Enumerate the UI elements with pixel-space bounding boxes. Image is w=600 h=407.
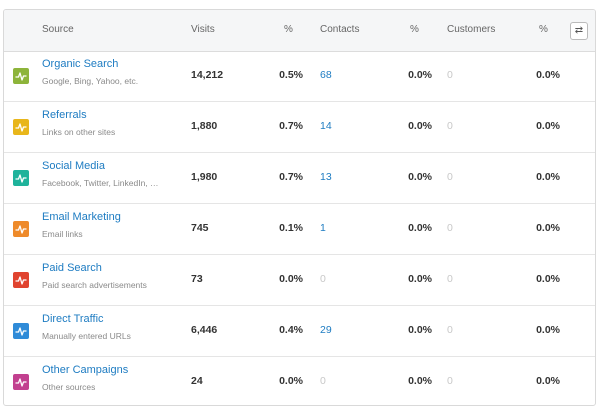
customers-pct-value: 0.0% <box>536 324 560 336</box>
source-description: Manually entered URLs <box>42 331 131 341</box>
customers-pct-value: 0.0% <box>536 375 560 387</box>
contacts-pct-value: 0.0% <box>408 273 432 285</box>
source-icon <box>13 221 29 237</box>
customers-pct-value: 0.0% <box>536 120 560 132</box>
table-row[interactable]: Paid Search Paid search advertisements 7… <box>4 255 595 306</box>
customers-pct-value: 0.0% <box>536 171 560 183</box>
contacts-value: 0 <box>320 273 326 285</box>
table-row[interactable]: Social Media Facebook, Twitter, LinkedIn… <box>4 153 595 204</box>
table-header: Source Visits % Contacts % Customers % ⇄ <box>4 10 595 52</box>
table-row[interactable]: Direct Traffic Manually entered URLs 6,4… <box>4 306 595 357</box>
customers-value: 0 <box>447 273 453 285</box>
column-toggle-icon[interactable]: ⇄ <box>570 22 588 40</box>
contacts-value[interactable]: 14 <box>320 120 332 132</box>
source-title-link[interactable]: Referrals <box>42 109 87 121</box>
customers-value: 0 <box>447 324 453 336</box>
customers-pct-value: 0.0% <box>536 69 560 81</box>
source-description: Email links <box>42 229 83 239</box>
source-icon <box>13 374 29 390</box>
header-contacts-pct[interactable]: % <box>410 24 419 35</box>
source-icon <box>13 323 29 339</box>
customers-value: 0 <box>447 222 453 234</box>
source-description: Other sources <box>42 382 96 392</box>
table-row[interactable]: Email Marketing Email links 745 0.1% 1 0… <box>4 204 595 255</box>
visits-pct-value: 0.4% <box>279 324 303 336</box>
customers-value: 0 <box>447 171 453 183</box>
header-visits[interactable]: Visits <box>191 24 215 35</box>
visits-value: 73 <box>191 273 203 285</box>
header-source[interactable]: Source <box>42 24 74 35</box>
visits-value: 24 <box>191 375 203 387</box>
contacts-value[interactable]: 13 <box>320 171 332 183</box>
customers-value: 0 <box>447 120 453 132</box>
customers-pct-value: 0.0% <box>536 222 560 234</box>
visits-value: 6,446 <box>191 324 218 336</box>
header-visits-pct[interactable]: % <box>284 24 293 35</box>
source-icon <box>13 119 29 135</box>
source-title-link[interactable]: Direct Traffic <box>42 313 104 325</box>
visits-value: 14,212 <box>191 69 224 81</box>
visits-pct-value: 0.0% <box>279 375 303 387</box>
header-contacts[interactable]: Contacts <box>320 24 360 35</box>
visits-pct-value: 0.1% <box>279 222 303 234</box>
source-title-link[interactable]: Organic Search <box>42 58 119 70</box>
contacts-value[interactable]: 29 <box>320 324 332 336</box>
table-row[interactable]: Organic Search Google, Bing, Yahoo, etc.… <box>4 51 595 102</box>
contacts-pct-value: 0.0% <box>408 120 432 132</box>
table-row[interactable]: Other Campaigns Other sources 24 0.0% 0 … <box>4 357 595 405</box>
visits-pct-value: 0.5% <box>279 69 303 81</box>
table-row[interactable]: Referrals Links on other sites 1,880 0.7… <box>4 102 595 153</box>
contacts-value[interactable]: 68 <box>320 69 332 81</box>
source-description: Google, Bing, Yahoo, etc. <box>42 76 139 86</box>
contacts-value[interactable]: 1 <box>320 222 326 234</box>
sources-table: Source Visits % Contacts % Customers % ⇄… <box>3 9 596 406</box>
header-customers[interactable]: Customers <box>447 24 496 35</box>
source-description: Paid search advertisements <box>42 280 147 290</box>
source-icon <box>13 272 29 288</box>
source-title-link[interactable]: Social Media <box>42 160 105 172</box>
customers-pct-value: 0.0% <box>536 273 560 285</box>
source-description: Facebook, Twitter, LinkedIn, … <box>42 178 159 188</box>
header-customers-pct[interactable]: % <box>539 24 548 35</box>
source-description: Links on other sites <box>42 127 116 137</box>
contacts-value: 0 <box>320 375 326 387</box>
source-title-link[interactable]: Email Marketing <box>42 211 121 223</box>
source-icon <box>13 68 29 84</box>
customers-value: 0 <box>447 375 453 387</box>
visits-pct-value: 0.7% <box>279 120 303 132</box>
contacts-pct-value: 0.0% <box>408 324 432 336</box>
contacts-pct-value: 0.0% <box>408 375 432 387</box>
visits-value: 1,980 <box>191 171 218 183</box>
visits-pct-value: 0.7% <box>279 171 303 183</box>
visits-value: 1,880 <box>191 120 218 132</box>
contacts-pct-value: 0.0% <box>408 69 432 81</box>
visits-pct-value: 0.0% <box>279 273 303 285</box>
visits-value: 745 <box>191 222 209 234</box>
customers-value: 0 <box>447 69 453 81</box>
source-title-link[interactable]: Paid Search <box>42 262 102 274</box>
source-icon <box>13 170 29 186</box>
source-title-link[interactable]: Other Campaigns <box>42 364 129 376</box>
contacts-pct-value: 0.0% <box>408 171 432 183</box>
contacts-pct-value: 0.0% <box>408 222 432 234</box>
